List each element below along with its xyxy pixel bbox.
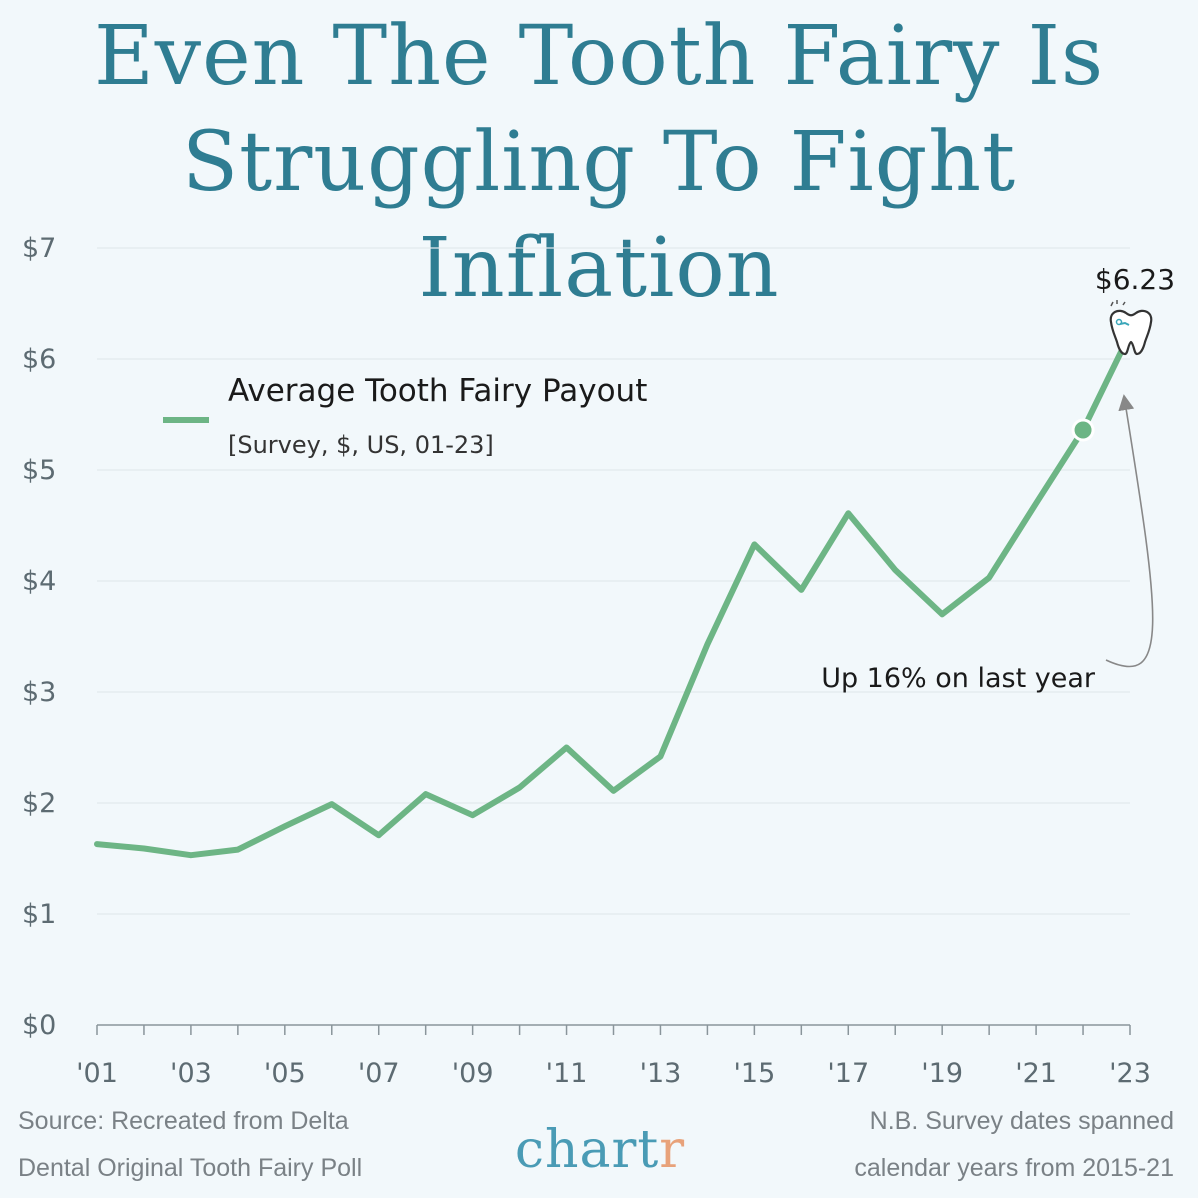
- y-tick-label: $7: [22, 233, 56, 264]
- chart-title-line1: Even The Tooth Fairy Is: [93, 9, 1105, 104]
- x-tick-label: '03: [170, 1058, 212, 1089]
- y-tick-label: $1: [22, 899, 56, 930]
- source-note: Source: Recreated from Delta Dental Orig…: [18, 1098, 418, 1192]
- y-tick-label: $0: [22, 1010, 56, 1041]
- x-tick-label: '15: [733, 1058, 775, 1089]
- tooth-icon: [1109, 300, 1153, 356]
- y-tick-label: $4: [22, 566, 56, 597]
- y-tick-label: $3: [22, 677, 56, 708]
- chart-title: Even The Tooth Fairy Is Struggling To Fi…: [0, 4, 1198, 322]
- x-tick-label: '07: [358, 1058, 400, 1089]
- gridlines: [97, 247, 1130, 915]
- chartr-logo: chartr: [514, 1120, 686, 1180]
- legend-title: Average Tooth Fairy Payout: [228, 373, 647, 409]
- x-tick-label: '23: [1109, 1058, 1151, 1089]
- x-tick-label: '19: [921, 1058, 963, 1089]
- y-axis: $0 $1 $2 $3 $4 $5 $6 $7: [22, 233, 56, 1041]
- x-tick-label: '09: [452, 1058, 494, 1089]
- survey-note: N.B. Survey dates spanned calendar years…: [814, 1098, 1174, 1192]
- note-line1: N.B. Survey dates spanned: [869, 1107, 1174, 1135]
- x-tick-label: '13: [640, 1058, 682, 1089]
- chart-title-line2: Struggling To Fight Inflation: [181, 115, 1017, 316]
- x-tick-label: '17: [827, 1058, 869, 1089]
- note-line2: calendar years from 2015-21: [854, 1154, 1174, 1182]
- x-tick-label: '11: [546, 1058, 588, 1089]
- x-tick-label: '21: [1015, 1058, 1057, 1089]
- series-line: [94, 330, 1133, 859]
- annotation-arrow: [1105, 394, 1154, 668]
- x-tick-label: '01: [76, 1058, 118, 1089]
- x-tick-label: '05: [264, 1058, 306, 1089]
- legend: Average Tooth Fairy Payout [Survey, $, U…: [163, 373, 647, 459]
- highlight-point: [1071, 418, 1095, 442]
- end-value-label: $6.23: [1095, 263, 1175, 296]
- y-tick-label: $6: [22, 344, 56, 375]
- source-line1: Source: Recreated from Delta: [18, 1107, 349, 1135]
- x-axis: '01 '03 '05 '07 '09 '11 '13 '15 '17 '19 '21 '23: [76, 1024, 1151, 1089]
- y-tick-label: $5: [22, 455, 56, 486]
- y-tick-label: $2: [22, 788, 56, 819]
- source-line2: Dental Original Tooth Fairy Poll: [18, 1154, 363, 1182]
- legend-subtitle: [Survey, $, US, 01-23]: [228, 431, 494, 459]
- annotation-text: Up 16% on last year: [821, 663, 1096, 694]
